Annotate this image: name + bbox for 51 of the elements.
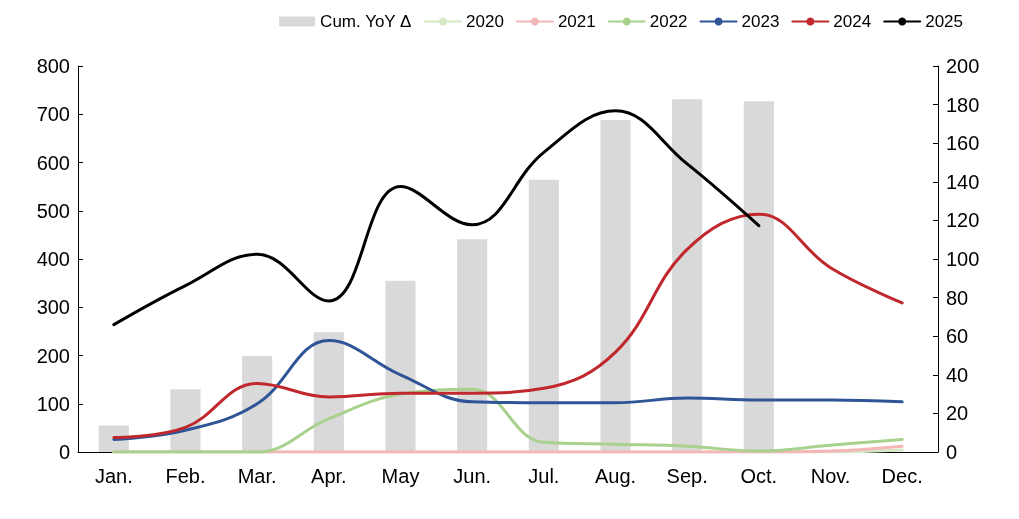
y2-tick-label: 100 [946,248,980,270]
x-tick-label: Dec. [881,465,923,487]
bar [672,99,703,452]
x-tick-label: Aug. [594,465,637,487]
y2-tick-label: 180 [946,93,980,116]
bar [457,239,488,452]
y-tick-label: 500 [36,199,70,222]
y2-tick-label: 20 [946,402,969,425]
x-tick-label: Jan. [94,465,133,487]
y-tick-label: 600 [36,151,70,174]
y-tick-label: 400 [36,248,70,270]
y-tick-label: 700 [36,103,70,126]
y-tick-label: 300 [36,296,70,319]
legend-label: 2022 [649,12,688,31]
y-tick-label: 200 [36,344,70,367]
y2-tick-label: 80 [946,286,969,309]
y2-tick-label: 0 [946,441,958,463]
y-tick-label: 800 [36,55,70,77]
y2-tick-label: 160 [946,132,980,155]
bar [743,101,774,452]
line-series [112,339,904,441]
x-tick-label: Oct. [740,465,778,487]
y-tick-label: 100 [36,392,70,415]
line-series [112,212,904,440]
bar [528,179,559,452]
line-series [112,387,904,454]
legend-label: 2024 [833,12,872,31]
x-tick-label: Sep. [666,465,708,487]
y-tick-label: 0 [58,441,70,463]
x-tick-label: Nov. [810,465,851,487]
x-tick-label: May [381,465,420,487]
x-tick-label: Apr. [311,465,347,487]
legend-label: 2021 [557,12,596,31]
legend-label: 2023 [741,12,780,31]
x-tick-label: Jul. [528,465,560,487]
y2-tick-label: 40 [946,363,969,386]
x-tick-label: Mar. [237,465,277,487]
bar [313,332,344,452]
legend-label: Cum. YoY Δ [320,12,412,31]
x-tick-label: Jun. [453,465,492,487]
bar [385,280,416,452]
bar [600,120,631,452]
y2-tick-label: 140 [946,170,980,193]
y2-tick-label: 60 [946,325,969,348]
line-series [112,109,761,327]
legend-label: 2025 [925,12,964,31]
x-tick-label: Feb. [165,465,206,487]
y2-tick-label: 120 [946,209,980,232]
bar [242,355,273,452]
y2-tick-label: 200 [946,55,980,77]
legend-label: 2020 [466,12,504,31]
